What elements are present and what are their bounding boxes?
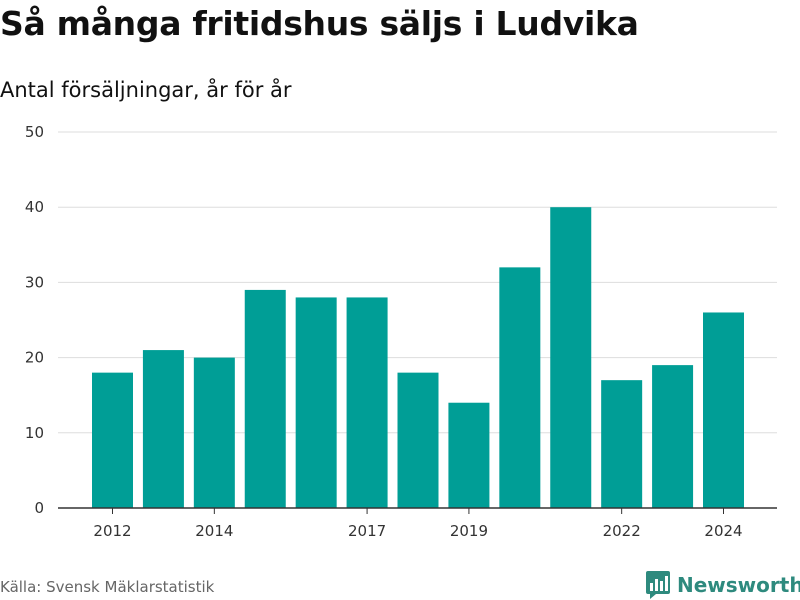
brand-logo: Newsworthy [645, 570, 800, 600]
chart-title: Så många fritidshus säljs i Ludvika [0, 4, 639, 43]
bars [92, 207, 744, 508]
bar-2020 [499, 267, 541, 508]
y-tick-label: 30 [25, 273, 44, 291]
y-tick-label: 20 [25, 349, 44, 367]
source-note: Källa: Svensk Mäklarstatistik [0, 578, 215, 596]
x-tick-label: 2019 [450, 522, 488, 540]
x-tick-label: 2022 [603, 522, 641, 540]
axes: 0 10 20 30 40 50 2012 2014 2017 2019 2022 2024 [25, 123, 777, 540]
newsworthy-logo-icon [646, 571, 670, 599]
bar-2014 [193, 357, 235, 508]
bar-2022 [601, 380, 643, 508]
x-tick-label: 2024 [704, 522, 742, 540]
x-tick-label: 2014 [195, 522, 233, 540]
y-tick-label: 50 [25, 123, 44, 141]
x-tick-label: 2012 [93, 522, 131, 540]
y-tick-label: 10 [25, 424, 44, 442]
chart-subtitle: Antal försäljningar, år för år [0, 78, 292, 102]
bar-2024 [703, 312, 744, 508]
bar-2016 [295, 297, 337, 508]
bar-2017 [346, 297, 388, 508]
bar-2019 [448, 402, 490, 508]
bar-2021 [550, 207, 592, 508]
y-tick-label: 40 [25, 198, 44, 216]
bar-2018 [397, 372, 439, 508]
bar-2012 [92, 372, 133, 508]
brand-name: Newsworthy [677, 573, 800, 597]
x-tick-label: 2017 [348, 522, 386, 540]
y-tick-label: 0 [34, 499, 44, 517]
bar-2023 [652, 365, 694, 508]
bar-2013 [142, 350, 184, 508]
bar-2015 [244, 289, 286, 508]
